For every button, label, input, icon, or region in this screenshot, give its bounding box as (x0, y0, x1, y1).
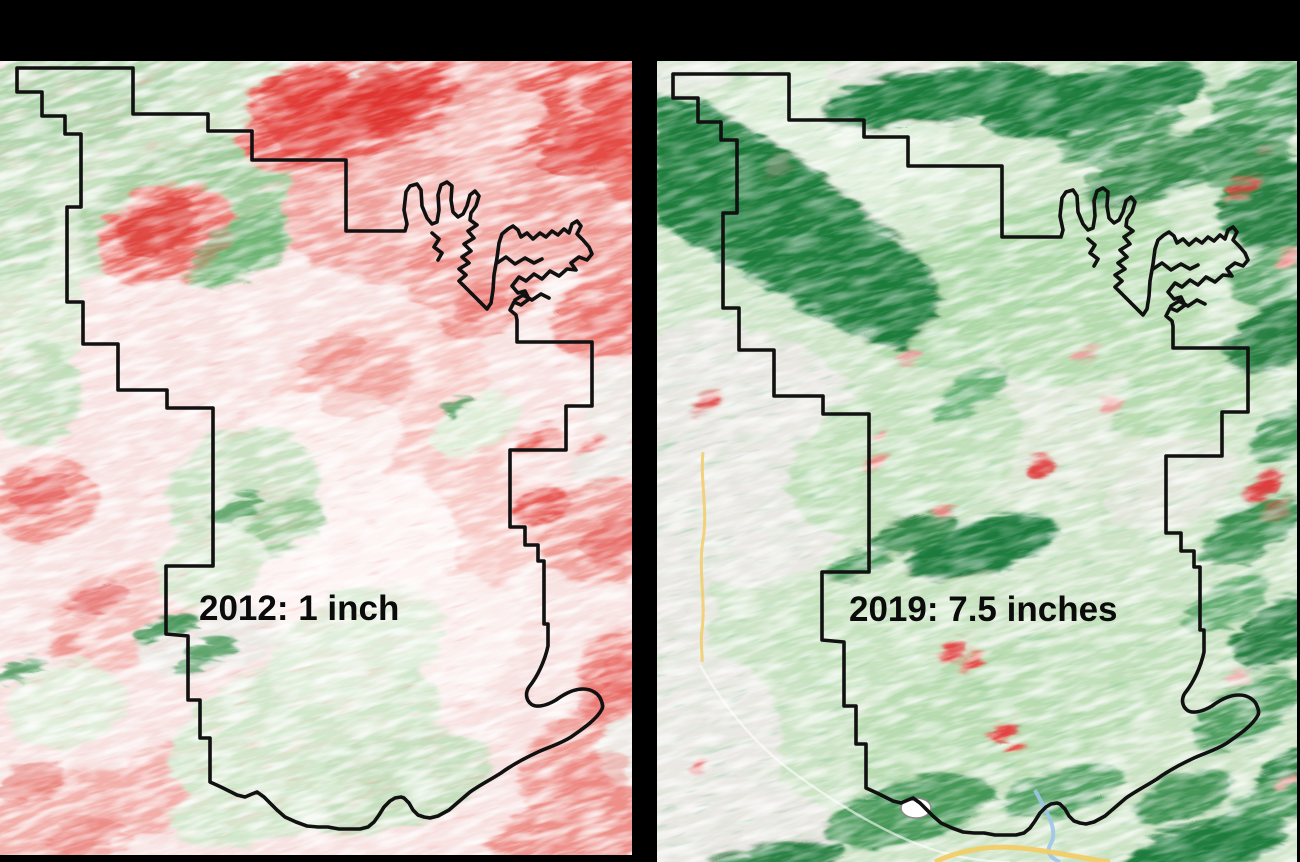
svg-text:2012: 1 inch: 2012: 1 inch (199, 589, 399, 628)
svg-text:2019: 7.5 inches: 2019: 7.5 inches (849, 590, 1118, 629)
